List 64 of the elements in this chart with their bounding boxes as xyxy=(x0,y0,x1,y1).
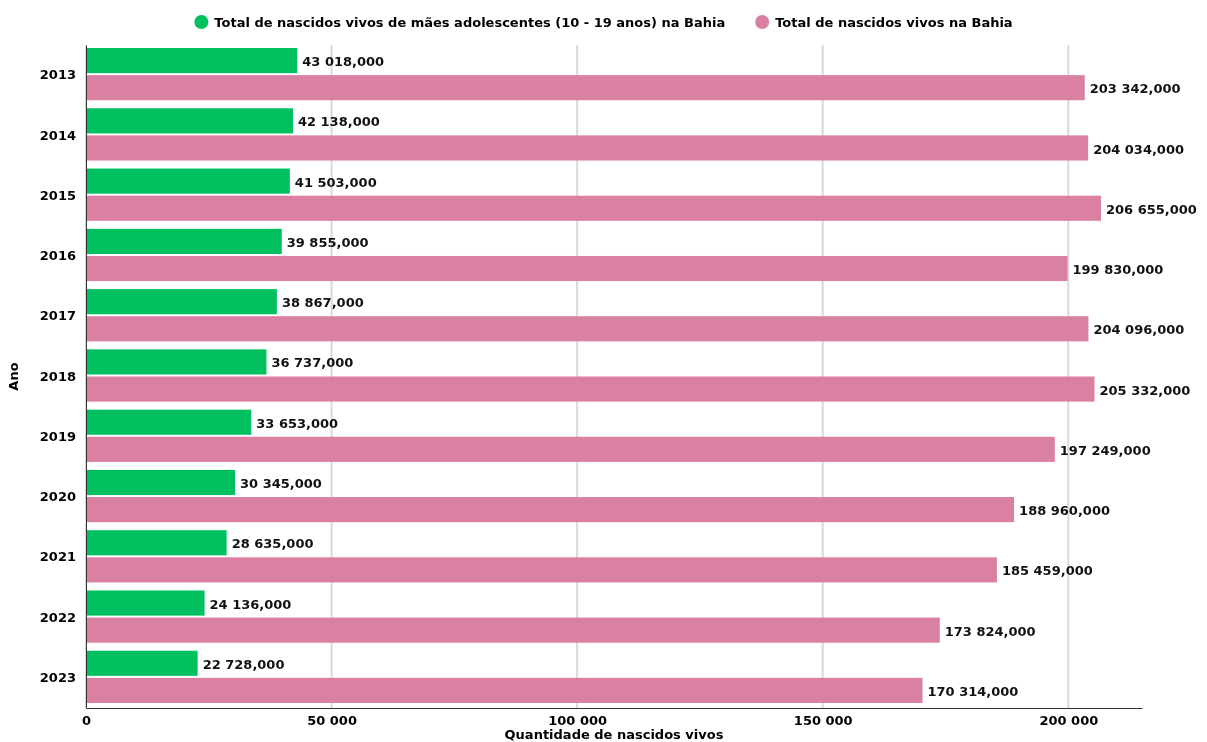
y-tick-label: 2020 xyxy=(39,489,76,505)
data-label: 36 737,000 xyxy=(271,355,354,371)
y-tick-label: 2023 xyxy=(39,670,76,686)
legend-label: Total de nascidos vivos de mães adolescentes (10 - 19 anos) na Bahia xyxy=(214,14,726,30)
data-label: 197 249,000 xyxy=(1059,442,1151,458)
bar xyxy=(86,75,1085,101)
data-label: 188 960,000 xyxy=(1019,503,1110,519)
x-tick-label: 50 000 xyxy=(307,713,357,729)
y-axis-title: Ano xyxy=(6,362,21,391)
bar xyxy=(86,409,252,435)
data-label: 204 096,000 xyxy=(1093,322,1185,338)
bar xyxy=(86,436,1055,462)
data-label: 185 459,000 xyxy=(1001,563,1093,579)
legend-label: Total de nascidos vivos na Bahia xyxy=(775,14,1013,30)
bar xyxy=(86,316,1089,342)
x-axis-title: Quantidade de nascidos vivos xyxy=(504,727,724,742)
data-label: 206 655,000 xyxy=(1106,201,1197,217)
y-tick-label: 2014 xyxy=(39,127,76,143)
y-tick-label: 2019 xyxy=(39,428,76,444)
bar xyxy=(86,195,1102,221)
y-tick-label: 2021 xyxy=(39,549,76,565)
data-label: 24 136,000 xyxy=(209,596,292,612)
data-label: 38 867,000 xyxy=(281,295,364,311)
data-label: 204 034,000 xyxy=(1093,141,1185,157)
bar xyxy=(86,677,923,703)
data-label: 30 345,000 xyxy=(240,476,322,492)
bar xyxy=(86,168,290,194)
bar xyxy=(86,469,236,496)
bar xyxy=(86,289,277,315)
data-label: 205 332,000 xyxy=(1099,382,1191,398)
data-label: 39 855,000 xyxy=(286,234,369,250)
y-tick-label: 2015 xyxy=(39,187,76,203)
bar xyxy=(86,650,198,676)
bar xyxy=(86,590,205,616)
x-tick-label: 200 000 xyxy=(1039,713,1099,729)
data-label: 28 635,000 xyxy=(231,536,314,552)
bar xyxy=(86,135,1089,161)
data-label: 199 830,000 xyxy=(1072,262,1164,278)
bar xyxy=(86,228,282,254)
bar xyxy=(86,108,293,134)
bar xyxy=(86,255,1068,282)
x-tick-label: 100 000 xyxy=(548,713,608,729)
bar xyxy=(86,349,267,375)
bar xyxy=(86,497,1015,523)
data-label: 43 018,000 xyxy=(302,54,385,70)
bar xyxy=(86,48,298,74)
data-label: 33 653,000 xyxy=(256,415,339,431)
data-label: 203 342,000 xyxy=(1089,81,1181,97)
y-tick-label: 2017 xyxy=(39,308,76,324)
bar xyxy=(86,530,227,556)
y-tick-label: 2016 xyxy=(39,248,76,264)
bar xyxy=(86,617,940,643)
x-tick-label: 150 000 xyxy=(793,713,853,729)
bar xyxy=(86,376,1095,402)
data-label: 41 503,000 xyxy=(294,174,377,190)
data-label: 173 824,000 xyxy=(944,623,1036,639)
y-tick-label: 2022 xyxy=(39,609,76,625)
bar xyxy=(86,557,997,583)
data-label: 22 728,000 xyxy=(202,656,285,672)
y-tick-label: 2018 xyxy=(39,368,76,384)
data-label: 170 314,000 xyxy=(927,683,1019,699)
data-label: 42 138,000 xyxy=(297,114,380,130)
x-tick-label: 0 xyxy=(81,713,92,729)
y-tick-label: 2013 xyxy=(39,67,76,83)
